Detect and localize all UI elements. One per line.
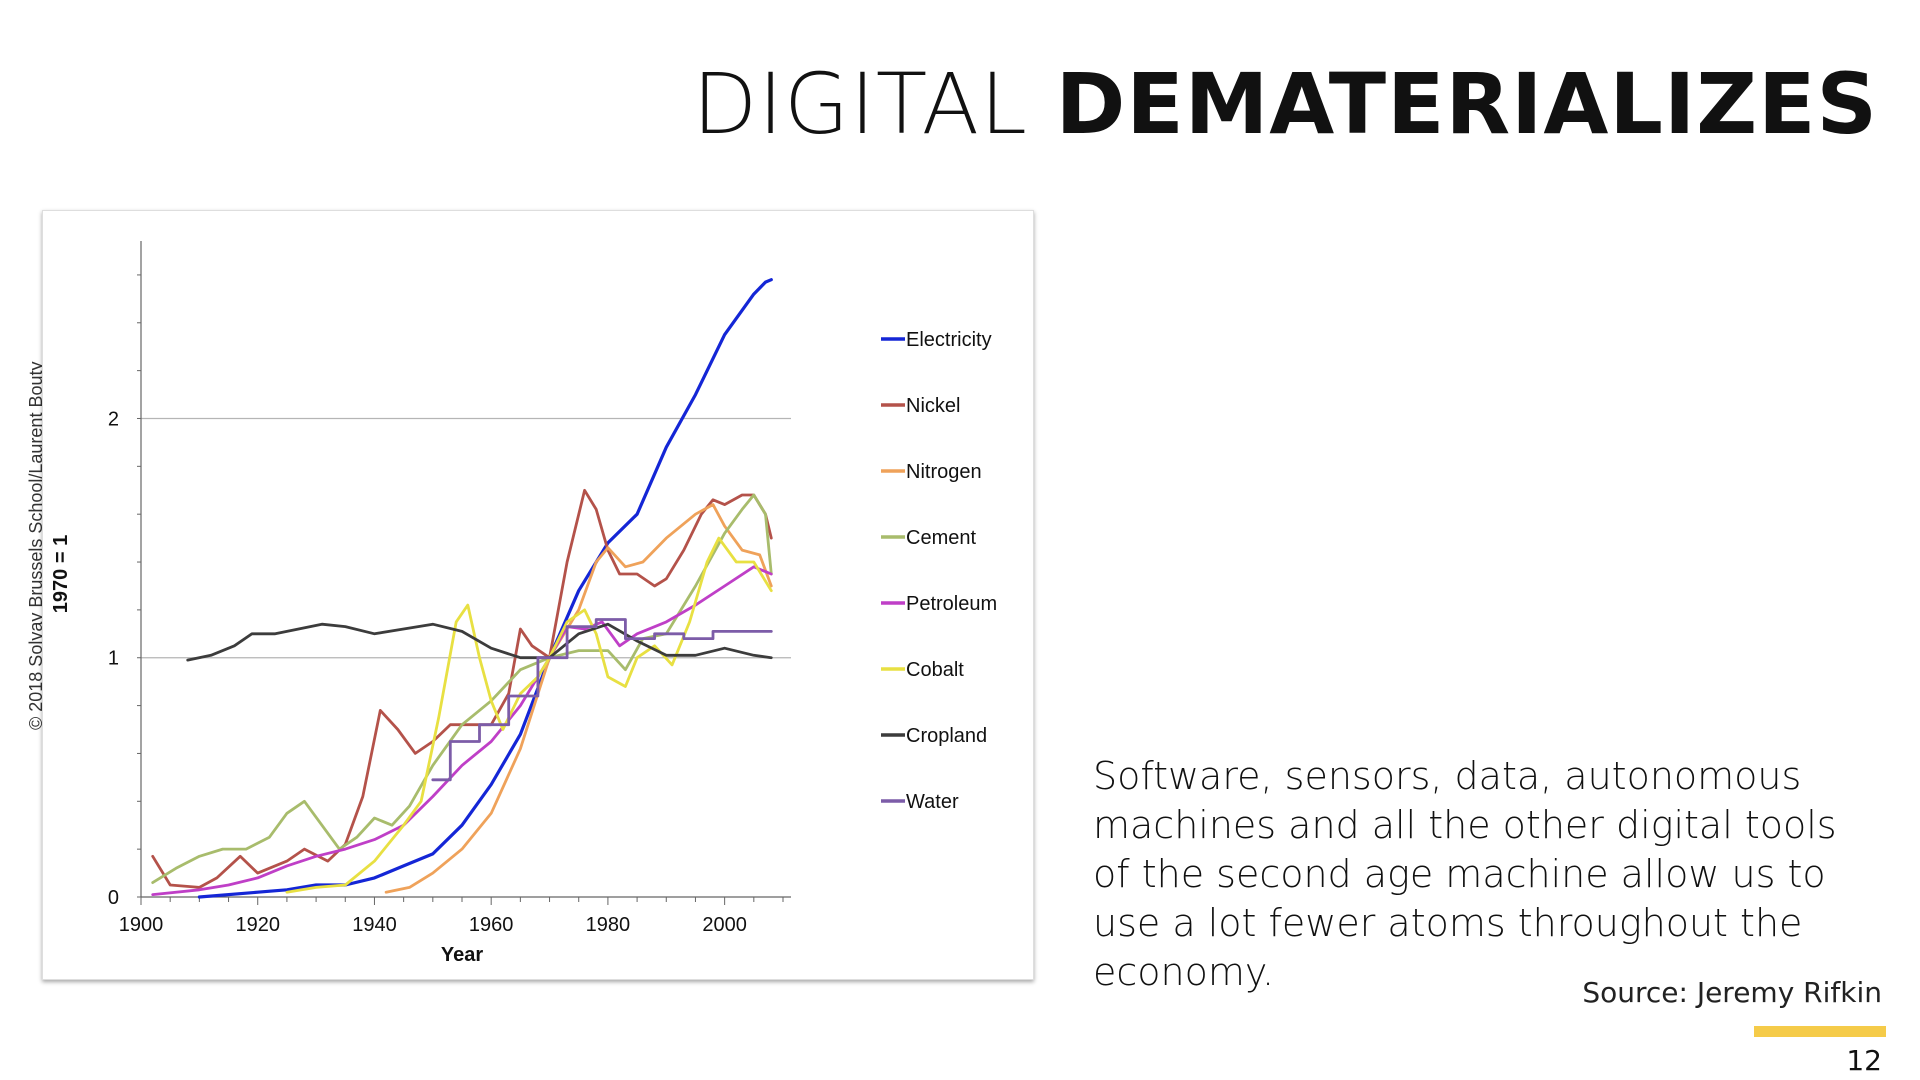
legend-label-nickel: Nickel bbox=[906, 395, 960, 417]
legend-label-cropland: Cropland bbox=[906, 725, 987, 747]
slide-title-light: DIGITAL bbox=[692, 55, 1028, 153]
series-line-petroleum bbox=[151, 565, 773, 896]
series-lines bbox=[151, 278, 773, 899]
y-tick-label: 0 bbox=[108, 887, 119, 909]
x-tick-label: 1940 bbox=[352, 914, 397, 936]
chart-legend: Electricity Nickel Nitrogen Cement Petroleum… bbox=[881, 329, 997, 813]
x-tick-label: 1920 bbox=[235, 914, 280, 936]
series-line-nickel bbox=[151, 488, 773, 889]
chart-card: 0 1 2 1900 1920 1940 1960 1980 2000 Electricity N… bbox=[42, 210, 1034, 980]
series-line-electricity bbox=[197, 278, 773, 899]
line-chart: 0 1 2 1900 1920 1940 1960 1980 2000 Electricity N… bbox=[50, 241, 997, 966]
legend-label-cobalt: Cobalt bbox=[906, 659, 964, 681]
series-line-cropland bbox=[186, 622, 773, 662]
legend-label-electricity: Electricity bbox=[906, 329, 992, 351]
grid-lines bbox=[141, 417, 791, 659]
y-axis-title: 1970 = 1 bbox=[50, 535, 72, 613]
y-tick-label: 2 bbox=[108, 408, 119, 430]
page-number: 12 bbox=[1846, 1044, 1882, 1077]
x-tick-label: 2000 bbox=[702, 914, 747, 936]
series-line-cement bbox=[151, 493, 773, 884]
slide-title: DIGITAL DEMATERIALIZES bbox=[693, 62, 1878, 146]
legend-label-petroleum: Petroleum bbox=[906, 593, 997, 615]
body-text: Software, sensors, data, autonomous mach… bbox=[1093, 754, 1837, 994]
x-tick-label: 1900 bbox=[119, 914, 164, 936]
series-line-water bbox=[431, 618, 773, 782]
legend-label-nitrogen: Nitrogen bbox=[906, 461, 982, 483]
slide-title-bold: DEMATERIALIZES bbox=[1055, 55, 1878, 153]
x-tick-label: 1960 bbox=[469, 914, 514, 936]
source-citation: Source: Jeremy Rifkin bbox=[1582, 976, 1882, 1009]
y-tick-label: 1 bbox=[108, 648, 119, 670]
x-axis-title: Year bbox=[441, 944, 483, 966]
chart-axes: 0 1 2 1900 1920 1940 1960 1980 2000 bbox=[108, 241, 791, 936]
legend-label-cement: Cement bbox=[906, 527, 976, 549]
series-line-nitrogen bbox=[384, 503, 773, 894]
x-tick-label: 1980 bbox=[586, 914, 631, 936]
accent-bar bbox=[1754, 1026, 1886, 1037]
legend-label-water: Water bbox=[906, 791, 959, 813]
